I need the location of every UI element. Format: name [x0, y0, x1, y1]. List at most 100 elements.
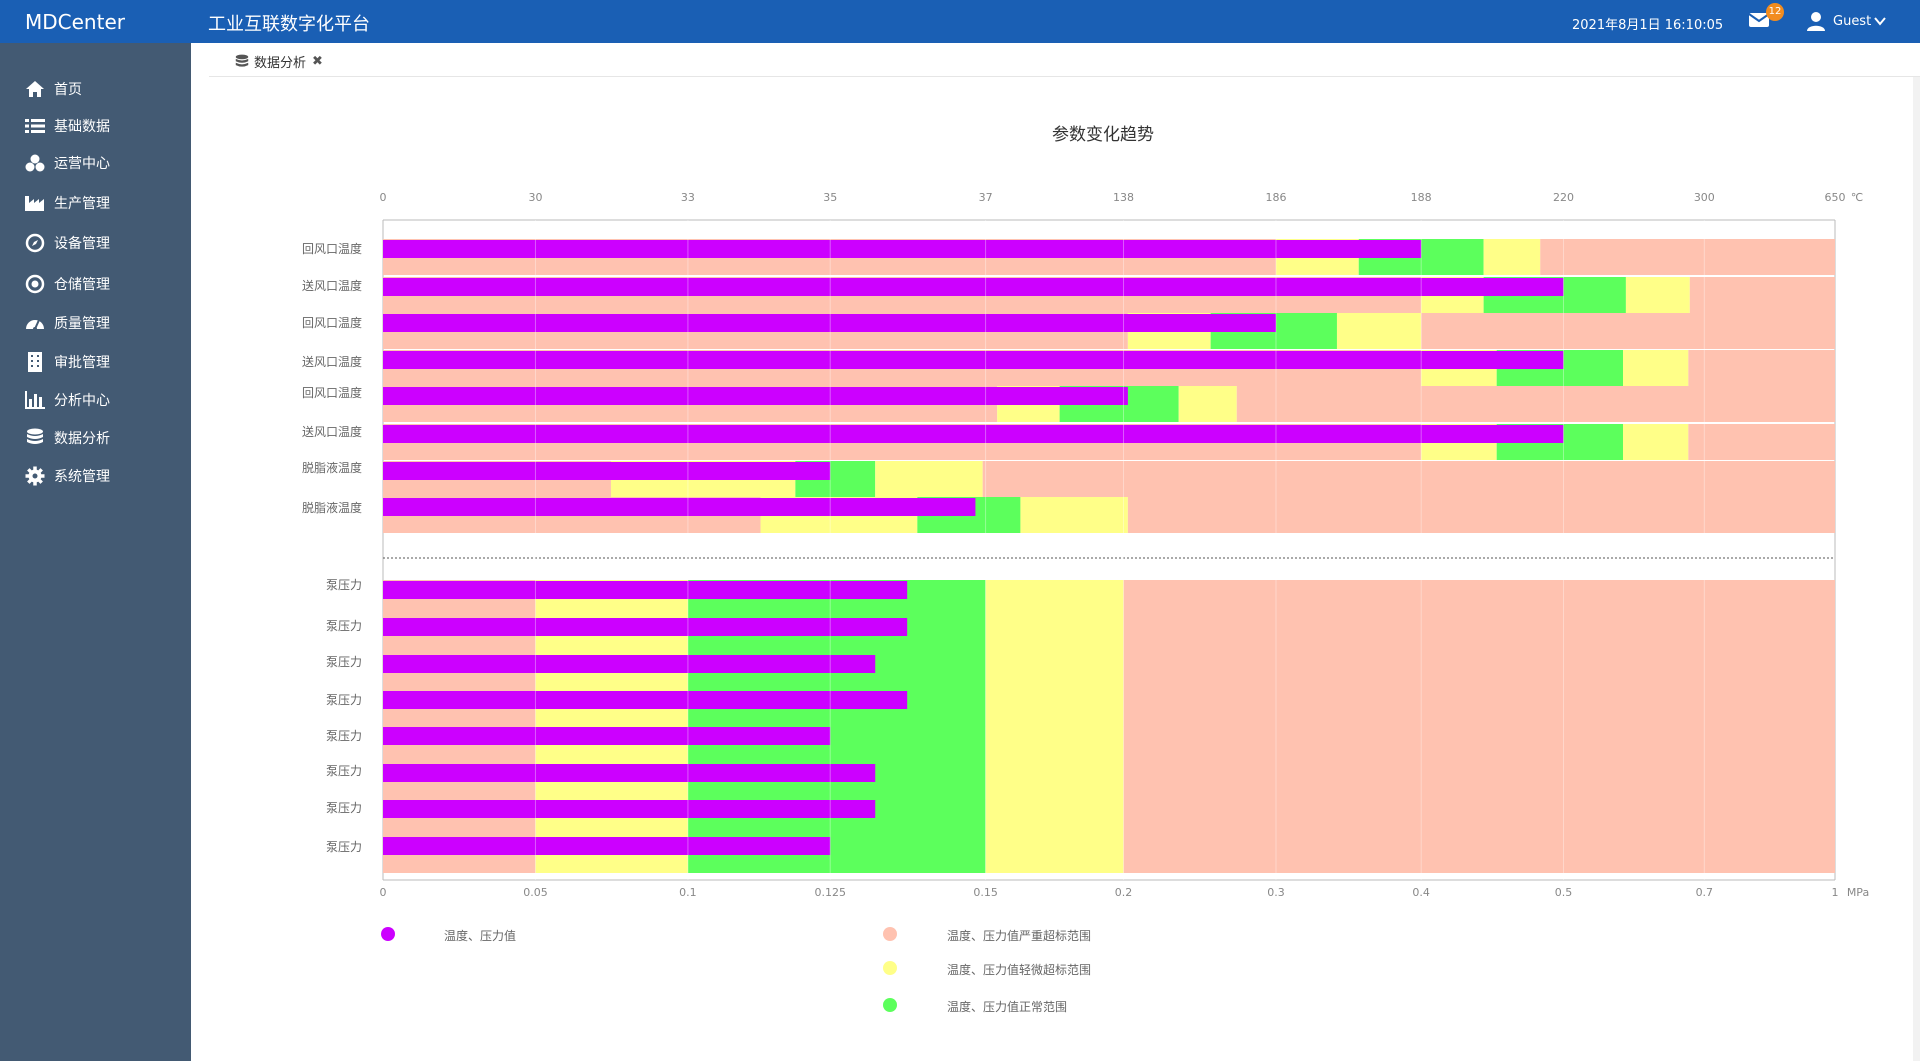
- bottom-axis-tick-label: 1: [1832, 886, 1839, 899]
- mail-count-badge: 12: [1766, 3, 1784, 21]
- pressure-row-label: 泵压力: [326, 840, 362, 854]
- sidebar-item-label: 运营中心: [54, 156, 110, 172]
- app-brand[interactable]: MDCenter: [25, 10, 125, 34]
- top-axis-tick-label: 186: [1265, 191, 1286, 204]
- database-icon: [24, 427, 46, 449]
- top-axis-tick-label: 138: [1113, 191, 1134, 204]
- bottom-axis-tick-label: 0.4: [1412, 886, 1430, 899]
- temperature-row-label: 送风口温度: [302, 354, 362, 369]
- pressure-value-bar: [383, 655, 876, 673]
- compass-icon: [24, 232, 46, 254]
- mail-icon[interactable]: [1748, 12, 1770, 28]
- tab-data-analysis[interactable]: 数据分析 ✖: [235, 52, 323, 71]
- pressure-band-slight-high: [985, 726, 1124, 763]
- gear-icon: [24, 465, 46, 487]
- sidebar-item-warehouse[interactable]: 仓储管理: [24, 271, 110, 297]
- temperature-row-label: 送风口温度: [302, 278, 362, 293]
- temperature-band-severe-high: [1688, 424, 1835, 460]
- pressure-row-label: 泵压力: [326, 801, 362, 815]
- temperature-band-slight-high: [1625, 277, 1690, 313]
- sidebar-item-system[interactable]: 系统管理: [24, 463, 110, 489]
- temperature-band-severe-high: [982, 461, 1835, 497]
- temperature-band-severe-high: [1236, 386, 1835, 422]
- top-axis-tick-label: 30: [528, 191, 542, 204]
- sidebar-item-data-analysis[interactable]: 数据分析: [24, 425, 110, 451]
- legend-marker-value: [381, 927, 395, 941]
- target-icon: [24, 273, 46, 295]
- close-icon[interactable]: ✖: [312, 54, 323, 69]
- sidebar-item-home[interactable]: 首页: [24, 76, 82, 102]
- pressure-band-severe-high: [1123, 617, 1835, 654]
- bottom-axis-tick-label: 0: [380, 886, 387, 899]
- temperature-row-label: 脱脂液温度: [302, 460, 362, 475]
- pressure-band-slight-high: [985, 836, 1124, 873]
- legend-label-value: 温度、压力值: [444, 929, 517, 943]
- bottom-axis-tick-label: 0.05: [523, 886, 548, 899]
- legend-label-normal: 温度、压力值正常范围: [947, 1000, 1068, 1014]
- temperature-band-slight-high: [1483, 239, 1541, 275]
- bottom-axis-unit: MPa: [1847, 886, 1869, 899]
- pressure-band-slight-high: [985, 763, 1124, 800]
- sidebar-item-operations[interactable]: 运营中心: [24, 150, 110, 176]
- top-axis-tick-label: 33: [681, 191, 695, 204]
- top-axis-tick-label: 650: [1825, 191, 1846, 204]
- pressure-band-severe-high: [1123, 836, 1835, 873]
- temperature-value-bar: [383, 351, 1564, 369]
- sidebar-item-production[interactable]: 生产管理: [24, 190, 110, 216]
- user-name[interactable]: Guest: [1833, 14, 1872, 29]
- pressure-band-severe-high: [1123, 654, 1835, 691]
- temperature-value-bar: [383, 387, 1128, 405]
- pressure-band-severe-high: [1123, 763, 1835, 800]
- sidebar-item-quality[interactable]: 质量管理: [24, 310, 110, 336]
- top-axis-tick-label: 35: [823, 191, 837, 204]
- tab-label: 数据分析: [254, 56, 307, 71]
- pressure-band-slight-high: [985, 690, 1124, 727]
- temperature-value-bar: [383, 240, 1422, 258]
- top-axis-tick-label: 37: [979, 191, 993, 204]
- sidebar-item-label: 质量管理: [54, 316, 110, 332]
- sidebar-item-approval[interactable]: 审批管理: [24, 349, 110, 375]
- temperature-value-bar: [383, 462, 831, 480]
- bottom-axis-tick-label: 0.3: [1267, 886, 1285, 899]
- legend-label-slight: 温度、压力值轻微超标范围: [947, 963, 1092, 977]
- datetime-display: 2021年8月1日 16:10:05: [1572, 18, 1724, 33]
- legend-marker-normal: [883, 998, 897, 1012]
- pressure-row-label: 泵压力: [326, 764, 362, 778]
- cubes-icon: [24, 152, 46, 174]
- sidebar-item-analysis-center[interactable]: 分析中心: [24, 387, 110, 413]
- top-axis-tick-label: 188: [1411, 191, 1432, 204]
- sidebar-item-basic-data[interactable]: 基础数据: [24, 113, 110, 139]
- list-icon: [24, 115, 46, 137]
- pressure-row-label: 泵压力: [326, 655, 362, 669]
- temperature-row-label: 回风口温度: [302, 385, 362, 400]
- pressure-band-severe-high: [1123, 799, 1835, 836]
- legend-label-severe: 温度、压力值严重超标范围: [947, 929, 1092, 943]
- temperature-band-slight-high: [875, 461, 983, 497]
- bottom-axis-tick-label: 0.5: [1555, 886, 1573, 899]
- top-axis-tick-label: 220: [1553, 191, 1574, 204]
- chevron-down-icon[interactable]: [1874, 16, 1886, 26]
- user-icon[interactable]: [1806, 11, 1826, 31]
- bottom-axis-tick-label: 0.2: [1115, 886, 1133, 899]
- temperature-band-severe-high: [1127, 497, 1835, 533]
- pressure-value-bar: [383, 691, 908, 709]
- pressure-band-severe-high: [1123, 690, 1835, 727]
- scrollbar[interactable]: [1913, 77, 1920, 1061]
- temperature-value-bar: [383, 278, 1564, 296]
- sidebar-item-label: 审批管理: [54, 355, 110, 371]
- temperature-value-bar: [383, 498, 976, 516]
- temperature-row-label: 回风口温度: [302, 241, 362, 256]
- temperature-row-label: 回风口温度: [302, 315, 362, 330]
- temperature-row-label: 送风口温度: [302, 424, 362, 439]
- bottom-axis-tick-label: 0.7: [1696, 886, 1714, 899]
- temperature-band-slight-high: [1623, 350, 1689, 386]
- sidebar-item-equipment[interactable]: 设备管理: [24, 230, 110, 256]
- pressure-value-bar: [383, 727, 831, 745]
- temperature-row-label: 脱脂液温度: [302, 500, 362, 515]
- pressure-band-slight-high: [985, 617, 1124, 654]
- sidebar: 首页 基础数据 运营中心 生产管理 设备管理 仓储管理 质量管理 审批管理 分析…: [0, 43, 191, 1061]
- top-bar: MDCenter 工业互联数字化平台 2021年8月1日 16:10:05 12…: [0, 0, 1920, 43]
- main-content: 数据分析 ✖: [191, 43, 1920, 1061]
- top-axis-tick-label: 300: [1694, 191, 1715, 204]
